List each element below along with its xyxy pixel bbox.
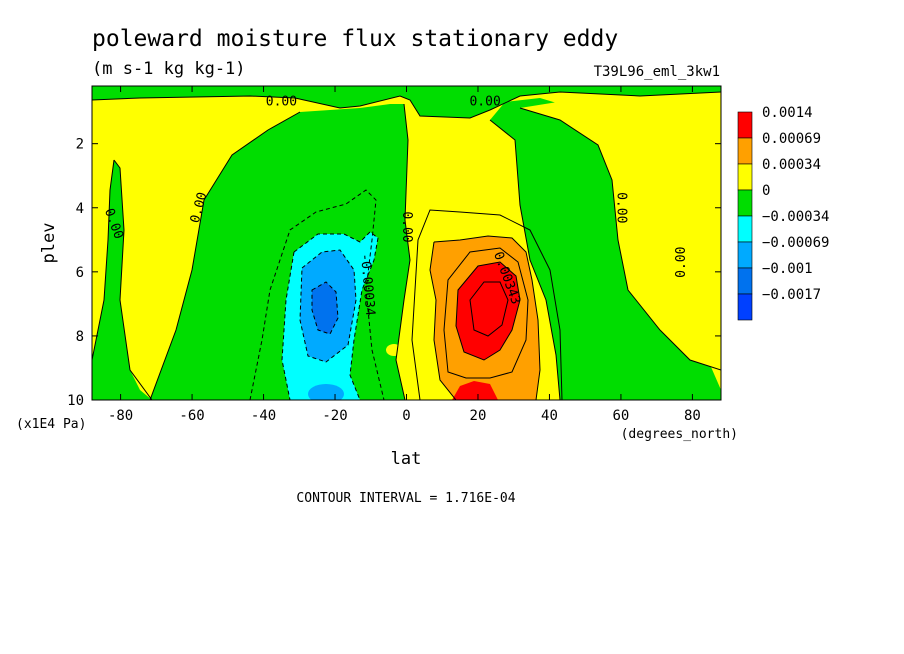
contour-zero-top (92, 91, 721, 119)
region-lightblue-lower (308, 384, 344, 400)
contour-pos-2b (429, 241, 457, 400)
region-green-top (92, 86, 721, 118)
x-tick-label: 0 (402, 408, 410, 424)
units-label: (m s-1 kg kg-1) (92, 59, 246, 79)
y-axis: 2 4 6 8 10 (67, 137, 721, 409)
x-tick-label: -20 (322, 408, 347, 424)
legend-swatch (737, 137, 753, 165)
contour-lines (92, 91, 721, 400)
contour-lines-negative (249, 189, 385, 400)
contour-label: 0.00 (266, 95, 297, 110)
y-tick-label: 4 (76, 201, 84, 217)
y-units-label: (x1E4 Pa) (16, 417, 86, 432)
region-blue-core (312, 282, 338, 334)
contour-zero-west (92, 159, 115, 361)
region-red-lower (452, 381, 498, 400)
contour-neg-2b (281, 251, 295, 400)
legend-swatch (737, 293, 753, 321)
legend-label: −0.0017 (762, 287, 821, 303)
contour-pos-3 (443, 247, 529, 379)
contour-pos-2 (433, 235, 541, 400)
contour-pos-4 (455, 261, 521, 361)
x-axis-label: lat (391, 449, 422, 469)
contour-label: -0.00034 (357, 253, 377, 317)
contour-neg-4 (311, 281, 339, 335)
legend-swatch (737, 189, 753, 217)
x-axis: -80 -60 -40 -20 0 20 40 60 80 (108, 86, 701, 424)
x-tick-label: 60 (613, 408, 630, 424)
contour-interval-text: CONTOUR INTERVAL = 1.716E-04 (296, 491, 515, 506)
region-green-west (92, 160, 152, 400)
contour-neg-3 (299, 249, 357, 363)
legend-label: −0.00069 (762, 235, 829, 251)
contour-pos-1 (411, 209, 563, 400)
y-tick-label: 6 (76, 265, 84, 281)
legend-label: 0.00034 (762, 157, 821, 173)
legend-swatch (737, 241, 753, 269)
contour-neg-2 (293, 231, 379, 400)
run-label: T39L96_eml_3kw1 (594, 64, 720, 80)
legend-swatch (737, 111, 753, 139)
legend-swatch (737, 163, 753, 191)
legend-label: 0.0014 (762, 105, 813, 121)
contour-zero-east2 (519, 107, 721, 371)
contour-label: 0.00 (674, 247, 689, 278)
contour-label: 0.00 (399, 211, 414, 242)
legend-label: −0.001 (762, 261, 813, 277)
contour-label: 0.00 (613, 192, 628, 223)
contour-zero-central (149, 111, 301, 400)
legend-label: −0.00034 (762, 209, 829, 225)
y-axis-label: plev (39, 223, 59, 264)
contour-zero-equator (395, 103, 411, 400)
contour-zero-west2 (113, 159, 153, 400)
legend: 0.0014 0.00069 0.00034 0 −0.00034 −0.00069 −0.… (737, 105, 829, 321)
x-tick-label: -80 (108, 408, 133, 424)
x-units-label: (degrees_north) (621, 427, 738, 442)
legend-swatch (737, 215, 753, 243)
region-yellow-spot (386, 344, 402, 356)
x-tick-label: 80 (684, 408, 701, 424)
x-tick-label: -60 (179, 408, 204, 424)
contour-field (92, 86, 721, 400)
contour-label: 0.00 (469, 95, 500, 110)
chart-title: poleward moisture flux stationary eddy (92, 26, 618, 52)
legend-label: 0.00069 (762, 131, 821, 147)
x-tick-label: 20 (470, 408, 487, 424)
y-tick-label: 2 (76, 137, 84, 153)
x-tick-label: -40 (251, 408, 276, 424)
y-tick-label: 8 (76, 329, 84, 345)
legend-label: 0 (762, 183, 770, 199)
contour-zero-east (489, 119, 561, 400)
y-tick-label: 10 (67, 393, 84, 409)
contour-pos-5 (469, 281, 509, 337)
x-tick-label: 40 (541, 408, 558, 424)
region-yellow-east-inner (520, 100, 721, 370)
region-red-core (456, 262, 520, 360)
legend-swatch (737, 267, 753, 295)
